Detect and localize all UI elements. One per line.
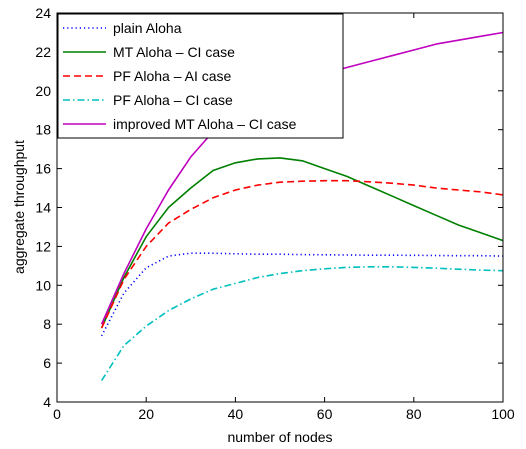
series-line-2 bbox=[100, 179, 504, 329]
y-tick-label: 18 bbox=[35, 122, 51, 138]
y-tick-label: 16 bbox=[35, 161, 51, 177]
y-tick-label: 10 bbox=[35, 277, 51, 293]
y-tick-label: 24 bbox=[35, 5, 51, 21]
y-tick-label: 4 bbox=[43, 394, 51, 410]
legend-label: PF Aloha – CI case bbox=[113, 92, 233, 108]
legend-box bbox=[57, 13, 344, 139]
legend-label: plain Aloha bbox=[113, 20, 182, 36]
y-tick-label: 14 bbox=[35, 200, 51, 216]
legend-label: MT Aloha – CI case bbox=[113, 44, 235, 60]
y-axis-label: aggregate throughput bbox=[11, 140, 27, 274]
x-tick-label: 100 bbox=[491, 406, 515, 422]
y-tick-label: 12 bbox=[35, 238, 51, 254]
series-line-3 bbox=[100, 265, 504, 382]
plot-frame bbox=[56, 12, 504, 403]
legend-label: improved MT Aloha – CI case bbox=[113, 116, 297, 132]
series-line-0 bbox=[100, 252, 504, 337]
y-tick-label: 22 bbox=[35, 44, 51, 60]
y-tick-label: 8 bbox=[43, 316, 51, 332]
x-tick-label: 0 bbox=[53, 406, 61, 422]
y-tick-label: 6 bbox=[43, 355, 51, 371]
legend-label: PF Aloha – AI case bbox=[113, 68, 232, 84]
legend: plain Aloha MT Aloha – CI case PF Aloha – … bbox=[57, 13, 344, 139]
x-tick-label: 40 bbox=[228, 406, 244, 422]
axis-ticks: 0 20 40 60 80 100 4 6 8 10 12 14 16 18 20 22 24 bbox=[35, 5, 514, 422]
x-axis-label: number of nodes bbox=[227, 429, 332, 445]
x-tick-label: 80 bbox=[406, 406, 422, 422]
x-tick-label: 60 bbox=[317, 406, 333, 422]
x-tick-label: 20 bbox=[138, 406, 154, 422]
y-tick-label: 20 bbox=[35, 83, 51, 99]
series-line-1 bbox=[100, 157, 504, 329]
